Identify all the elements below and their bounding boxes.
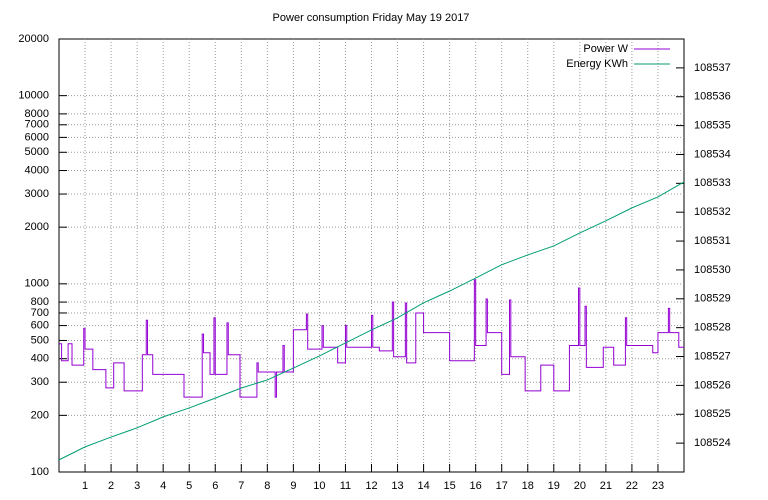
y-tick-label: 800 xyxy=(31,296,49,308)
y-tick-label: 4000 xyxy=(25,164,49,176)
x-tick-label: 4 xyxy=(160,480,166,492)
y2-tick-label: 108531 xyxy=(694,235,731,247)
x-tick-label: 10 xyxy=(313,480,325,492)
y-tick-label: 2000 xyxy=(25,221,49,233)
x-tick-label: 16 xyxy=(470,480,482,492)
y2-tick-label: 108534 xyxy=(694,148,731,160)
y-tick-label: 7000 xyxy=(25,119,49,131)
y-tick-label: 6000 xyxy=(25,131,49,143)
y-tick-label: 8000 xyxy=(25,108,49,120)
y2-tick-label: 108528 xyxy=(694,322,731,334)
y-tick-label: 200 xyxy=(31,409,49,421)
y2-tick-label: 108537 xyxy=(694,62,731,74)
y-tick-label: 700 xyxy=(31,307,49,319)
x-tick-label: 2 xyxy=(108,480,114,492)
y-tick-label: 3000 xyxy=(25,188,49,200)
x-tick-label: 23 xyxy=(652,480,664,492)
y2-tick-label: 108530 xyxy=(694,264,731,276)
x-tick-label: 20 xyxy=(574,480,586,492)
series-line xyxy=(59,279,684,398)
x-tick-label: 15 xyxy=(444,480,456,492)
y-tick-label: 20000 xyxy=(18,33,49,45)
x-tick-label: 7 xyxy=(238,480,244,492)
y-tick-label: 5000 xyxy=(25,146,49,158)
x-tick-label: 21 xyxy=(600,480,612,492)
x-tick-label: 6 xyxy=(212,480,218,492)
y2-tick-label: 108536 xyxy=(694,91,731,103)
y2-tick-label: 108524 xyxy=(694,437,731,449)
y2-tick-label: 108532 xyxy=(694,206,731,218)
legend-label: Energy KWh xyxy=(566,58,628,70)
y2-tick-label: 108527 xyxy=(694,350,731,362)
x-tick-label: 11 xyxy=(340,480,351,492)
x-tick-label: 9 xyxy=(290,480,296,492)
x-tick-label: 14 xyxy=(417,480,429,492)
x-tick-label: 18 xyxy=(522,480,534,492)
y2-tick-label: 108535 xyxy=(694,120,731,132)
x-tick-label: 17 xyxy=(496,480,508,492)
y-tick-label: 500 xyxy=(31,334,49,346)
y-tick-label: 600 xyxy=(31,319,49,331)
x-tick-label: 22 xyxy=(626,480,638,492)
y-tick-label: 300 xyxy=(31,376,49,388)
y-tick-label: 400 xyxy=(31,353,49,365)
y2-tick-label: 108529 xyxy=(694,293,731,305)
chart-title: Power consumption Friday May 19 2017 xyxy=(273,12,470,24)
y2-tick-label: 108526 xyxy=(694,379,731,391)
x-tick-label: 13 xyxy=(391,480,403,492)
x-tick-label: 5 xyxy=(186,480,192,492)
y-tick-label: 10000 xyxy=(18,90,49,102)
x-tick-label: 8 xyxy=(264,480,270,492)
y2-tick-label: 108533 xyxy=(694,177,731,189)
y-tick-label: 1000 xyxy=(25,278,49,290)
series-line xyxy=(58,181,685,461)
x-tick-label: 3 xyxy=(134,480,140,492)
x-tick-label: 1 xyxy=(82,480,88,492)
x-tick-label: 12 xyxy=(365,480,377,492)
y2-tick-label: 108525 xyxy=(694,408,731,420)
y-tick-label: 100 xyxy=(31,466,49,478)
x-tick-label: 19 xyxy=(548,480,560,492)
legend-label: Power W xyxy=(583,43,628,55)
